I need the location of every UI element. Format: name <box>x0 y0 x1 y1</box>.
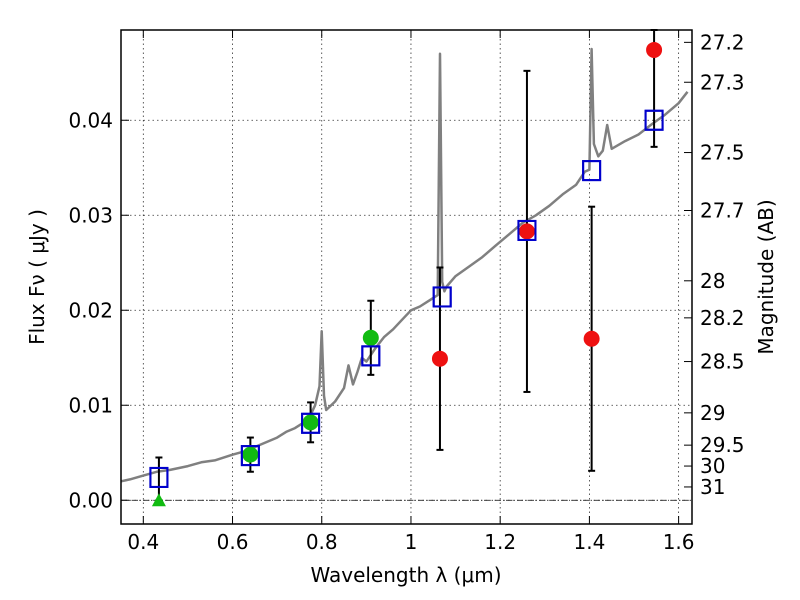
right-tick-label: 31 <box>700 475 725 499</box>
right-tick-label: 29 <box>700 401 725 425</box>
low-significance-point <box>431 350 448 367</box>
right-tick-label: 29.5 <box>700 433 745 457</box>
right-axis-label: Magnitude (AB) <box>754 199 778 354</box>
y-tick-label: 0.04 <box>68 108 113 132</box>
model-spectrum-line <box>120 47 689 483</box>
low-significance-point <box>646 41 663 58</box>
y-tick-label: 0.03 <box>68 203 113 227</box>
data-series <box>120 29 689 507</box>
right-tick-label: 27.7 <box>700 199 745 223</box>
x-tick-label: 0.4 <box>127 530 159 554</box>
model-photometry-square-outline <box>644 109 664 131</box>
detection-point <box>242 446 259 463</box>
x-tick-label: 0.8 <box>306 530 338 554</box>
model-photometry-square-outline <box>240 445 260 467</box>
plot-frame <box>120 29 693 525</box>
model-photometry-square-outline <box>361 345 381 367</box>
y-tick-label: 0.00 <box>68 488 113 512</box>
right-tick-label: 28.5 <box>700 350 745 374</box>
right-tick-label: 28 <box>700 269 725 293</box>
low-significance-point <box>583 330 600 347</box>
y-axis-label: Flux Fν ( μJy ) <box>25 209 49 345</box>
detection-point <box>302 414 319 431</box>
model-photometry-square-outline <box>149 466 169 488</box>
x-tick-label: 1.6 <box>663 530 695 554</box>
right-tick-label: 27.3 <box>700 70 745 94</box>
x-tick-label: 1.4 <box>573 530 605 554</box>
x-tick-label: 1 <box>405 530 418 554</box>
model-photometry-square-outline <box>517 219 537 241</box>
model-photometry-square-outline <box>432 286 452 308</box>
x-tick-label: 0.6 <box>217 530 249 554</box>
x-axis-label: Wavelength λ (μm) <box>310 563 501 587</box>
y-tick-label: 0.01 <box>68 393 113 417</box>
axis-ticks: 0.4 0.6 0.8 1 1.2 1.4 1.6 0.00 0.01 0.02 0.03 0.04 2… <box>68 30 745 554</box>
right-tick-label: 30 <box>700 454 725 478</box>
model-photometry-square-outline <box>582 160 602 182</box>
plot-area <box>121 30 692 524</box>
upper-limit-triangle <box>151 493 166 507</box>
right-tick-label: 27.5 <box>700 141 745 165</box>
right-tick-label: 28.2 <box>700 306 745 330</box>
right-tick-label: 27.2 <box>700 30 745 54</box>
low-significance-point <box>518 223 535 240</box>
detection-point <box>362 329 379 346</box>
y-tick-label: 0.02 <box>68 298 113 322</box>
x-tick-label: 1.2 <box>484 530 516 554</box>
model-photometry-square-outline <box>301 412 321 434</box>
